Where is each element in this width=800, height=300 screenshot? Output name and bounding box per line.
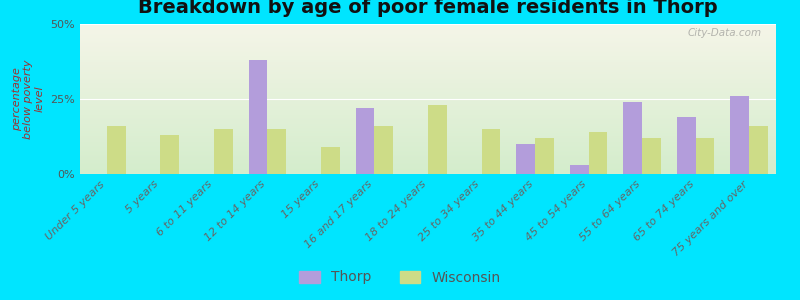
Bar bbox=[482, 129, 500, 174]
Bar bbox=[428, 105, 446, 174]
Bar bbox=[677, 117, 696, 174]
Bar bbox=[642, 138, 661, 174]
Bar bbox=[160, 135, 179, 174]
Bar bbox=[321, 147, 340, 174]
Bar bbox=[267, 129, 286, 174]
Bar bbox=[374, 126, 394, 174]
Bar bbox=[516, 144, 535, 174]
Bar bbox=[214, 129, 233, 174]
Bar bbox=[249, 60, 267, 174]
Text: City-Data.com: City-Data.com bbox=[688, 28, 762, 38]
Bar bbox=[535, 138, 554, 174]
Bar bbox=[730, 96, 750, 174]
Bar bbox=[750, 126, 768, 174]
Bar bbox=[356, 108, 374, 174]
Bar bbox=[589, 132, 607, 174]
Bar bbox=[106, 126, 126, 174]
Bar bbox=[696, 138, 714, 174]
Title: Breakdown by age of poor female residents in Thorp: Breakdown by age of poor female resident… bbox=[138, 0, 718, 17]
Bar bbox=[623, 102, 642, 174]
Y-axis label: percentage
below poverty
level: percentage below poverty level bbox=[12, 59, 45, 139]
Bar bbox=[570, 165, 589, 174]
Legend: Thorp, Wisconsin: Thorp, Wisconsin bbox=[294, 265, 506, 290]
